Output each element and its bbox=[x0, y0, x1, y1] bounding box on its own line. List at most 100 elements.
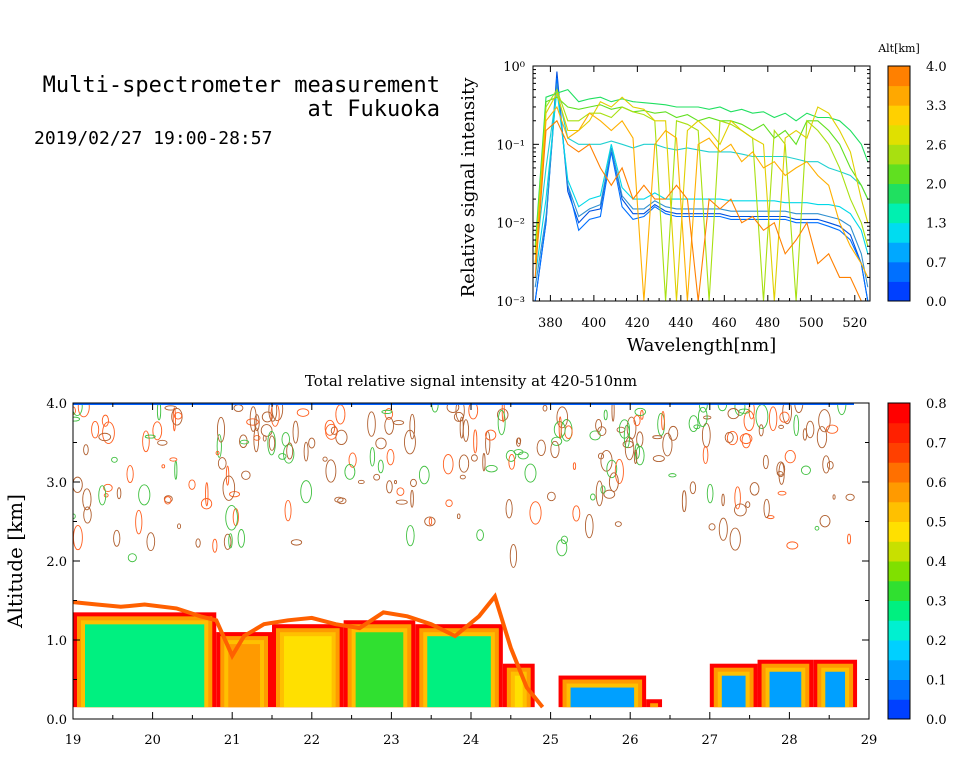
noise-contour bbox=[261, 411, 273, 423]
heatmap-title: Total relative signal intensity at 420-5… bbox=[305, 372, 637, 390]
noise-contour bbox=[82, 488, 92, 511]
noise-contour bbox=[156, 403, 162, 421]
colorbar-band bbox=[888, 281, 910, 302]
noise-contour bbox=[393, 420, 405, 426]
noise-contour bbox=[262, 435, 267, 442]
noise-contour bbox=[73, 416, 81, 422]
noise-contour bbox=[384, 417, 394, 435]
title-line-1: Multi-spectrometer measurement bbox=[42, 73, 440, 98]
noise-contour bbox=[589, 430, 601, 441]
y-tick-label: 2.0 bbox=[46, 555, 67, 570]
noise-contour bbox=[300, 480, 313, 504]
noise-contour bbox=[734, 503, 747, 517]
noise-contour bbox=[459, 474, 466, 480]
noise-contour bbox=[188, 479, 196, 490]
colorbar-frame bbox=[887, 402, 911, 720]
noise-contour bbox=[239, 439, 250, 445]
noise-contour bbox=[296, 408, 310, 417]
noise-contour bbox=[551, 436, 563, 446]
noise-contour bbox=[784, 450, 796, 464]
noise-contour bbox=[83, 506, 92, 524]
noise-contour bbox=[668, 425, 679, 441]
noise-contour bbox=[169, 457, 178, 462]
y-tick-label: 10⁻³ bbox=[496, 295, 525, 310]
colorbar-band bbox=[888, 85, 910, 106]
noise-contour bbox=[367, 411, 376, 437]
noise-contour bbox=[542, 404, 548, 412]
noise-contour bbox=[458, 454, 470, 473]
noise-contour bbox=[445, 499, 453, 507]
noise-contour bbox=[603, 409, 608, 421]
heatmap-cells bbox=[73, 403, 858, 709]
noise-contour bbox=[164, 496, 172, 505]
noise-contour bbox=[505, 499, 513, 519]
noise-contour bbox=[721, 493, 725, 507]
colorbar-frame bbox=[887, 65, 911, 302]
noise-contour bbox=[606, 459, 618, 479]
y-tick-label: 4.0 bbox=[46, 397, 67, 412]
cloud-core-region bbox=[427, 636, 491, 708]
noise-contour bbox=[174, 460, 178, 480]
noise-contour bbox=[171, 407, 183, 426]
noise-contour bbox=[239, 434, 248, 449]
colorbar-band bbox=[888, 501, 910, 522]
noise-contour bbox=[681, 490, 687, 513]
colorbar-band bbox=[888, 163, 910, 184]
noise-contour bbox=[818, 409, 831, 433]
heatmap-body bbox=[73, 403, 858, 709]
colorbar-band bbox=[888, 66, 910, 87]
cloud-core-region bbox=[570, 687, 635, 708]
noise-contour bbox=[98, 485, 107, 506]
noise-contour bbox=[254, 414, 260, 431]
x-tick-label: 24 bbox=[463, 733, 480, 748]
noise-contour bbox=[623, 424, 631, 449]
noise-contour bbox=[73, 524, 83, 551]
noise-contour bbox=[697, 406, 708, 428]
noise-contour bbox=[348, 452, 357, 468]
colorbar-tick-label: 0.7 bbox=[926, 437, 947, 452]
colorbar-tick-label: 2.6 bbox=[926, 138, 947, 153]
colorbar-tick-label: 0.5 bbox=[926, 516, 947, 531]
x-tick-label: 23 bbox=[383, 733, 400, 748]
noise-contour bbox=[172, 407, 176, 432]
colorbar-tick-label: 0.1 bbox=[926, 674, 947, 689]
noise-contour bbox=[739, 433, 753, 445]
x-tick-label: 480 bbox=[755, 316, 780, 331]
noise-contour bbox=[335, 404, 346, 425]
colorbar-band bbox=[888, 422, 910, 443]
x-tick-label: 440 bbox=[668, 316, 693, 331]
noise-contour bbox=[816, 426, 828, 449]
noise-contour bbox=[832, 494, 836, 500]
noise-contour bbox=[424, 516, 436, 527]
noise-contour bbox=[216, 434, 222, 458]
spectrum-series-7 bbox=[534, 88, 869, 301]
noise-contour bbox=[572, 462, 577, 470]
noise-contour bbox=[325, 423, 338, 440]
measurement-datetime: 2019/02/27 19:00-28:57 bbox=[34, 128, 273, 149]
colorbar-band bbox=[888, 442, 910, 463]
y-tick-label: 0.0 bbox=[46, 713, 67, 728]
noise-contour bbox=[536, 439, 546, 457]
noise-contour bbox=[381, 409, 393, 414]
noise-contour bbox=[344, 463, 356, 480]
noise-contour bbox=[729, 527, 741, 551]
noise-contour bbox=[303, 441, 309, 462]
colorbar-tick-label: 2.0 bbox=[926, 178, 947, 193]
noise-contour bbox=[597, 426, 607, 436]
noise-contour bbox=[595, 418, 603, 433]
noise-contour bbox=[73, 513, 76, 519]
spectrum-series-10 bbox=[534, 119, 868, 301]
noise-contour bbox=[195, 538, 201, 548]
noise-contour bbox=[212, 538, 218, 553]
noise-contour bbox=[706, 483, 714, 504]
noise-contour bbox=[560, 535, 568, 545]
noise-contour bbox=[618, 419, 631, 439]
noise-contour bbox=[357, 479, 365, 485]
title-line-2: at Fukuoka bbox=[307, 97, 440, 122]
noise-contour bbox=[290, 539, 303, 546]
noise-contour bbox=[308, 437, 316, 449]
spectrum-y-axis-label: Relative signal intensity bbox=[458, 77, 479, 298]
noise-contour bbox=[462, 419, 470, 442]
spectrum-plot-frame bbox=[532, 65, 871, 302]
